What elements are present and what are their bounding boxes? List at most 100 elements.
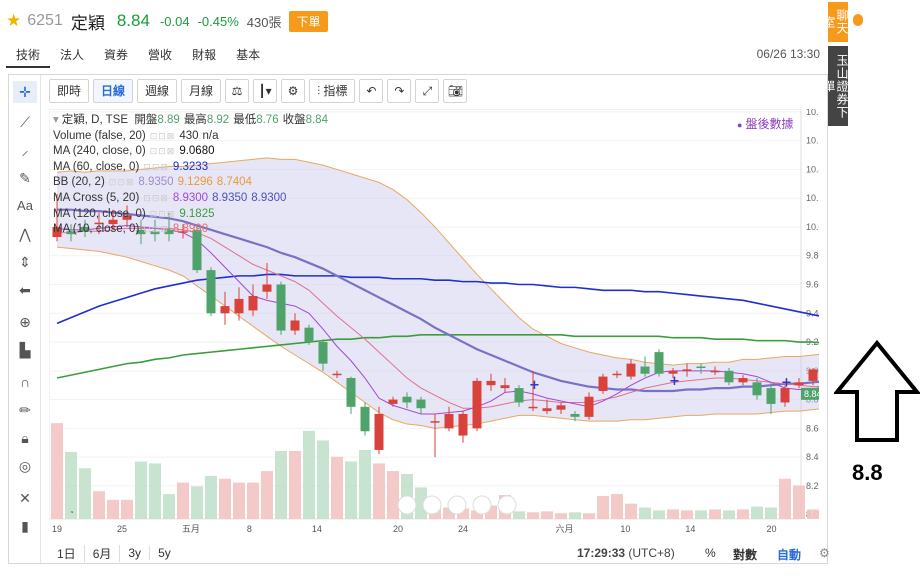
scroll-control-button[interactable] [422, 495, 442, 515]
ruler-icon[interactable]: ▙ [19, 342, 31, 358]
arrow-left-icon[interactable]: ⬅ [19, 282, 31, 298]
volume-bar [625, 503, 637, 519]
candle-body [500, 385, 510, 389]
volume-bar [317, 440, 329, 519]
volume-bar [135, 461, 147, 519]
volume-bar [541, 511, 553, 519]
x-tick-label: 8 [247, 524, 252, 534]
candle-body [276, 284, 286, 331]
log-toggle[interactable]: 對數 [733, 548, 758, 562]
volume-bar [471, 510, 483, 519]
candle-body [388, 399, 398, 404]
chart-toolbar: 即時 日線 週線 月線 ⚖ ┃▾ ⚙ ⫶ 指標 ↶ ↷ ⤢ 📷︎ [49, 79, 468, 105]
lock-draw-icon[interactable]: ✏ [19, 402, 31, 418]
candle-body [192, 229, 202, 271]
range-5y-button[interactable]: 5y [158, 546, 171, 560]
last-price-badge [801, 387, 819, 400]
zoom-icon[interactable]: ⊕ [19, 314, 31, 330]
compare-icon[interactable]: ⚖ [225, 79, 250, 103]
auto-toggle[interactable]: 自動 [777, 548, 802, 562]
candle-body [668, 370, 678, 374]
candle-body [122, 215, 132, 220]
stock-name: 定穎 [70, 13, 105, 33]
interval-realtime-button[interactable]: 即時 [49, 79, 90, 103]
undo-icon[interactable]: ↶ [359, 79, 384, 103]
pattern-icon[interactable]: ⋀ [19, 226, 31, 242]
indicator-button[interactable]: ⫶ 指標 [309, 79, 356, 103]
interval-monthly-button[interactable]: 月線 [181, 79, 222, 103]
candle-body [542, 408, 552, 412]
x-tick-label: 14 [685, 524, 695, 534]
candlestick-chart[interactable]: 10.8010.6010.4010.2010.009.809.609.409.2… [49, 109, 819, 539]
volume-bar [373, 463, 385, 519]
tab-institutional[interactable]: 法人 [60, 48, 85, 62]
candle-type-icon[interactable]: ┃▾ [253, 79, 278, 103]
candle-body [206, 270, 216, 314]
candle-body [766, 388, 776, 404]
redo-icon[interactable]: ↷ [387, 79, 412, 103]
interval-daily-button[interactable]: 日線 [93, 79, 134, 103]
tab-basics[interactable]: 基本 [236, 48, 261, 62]
candle-body [318, 342, 328, 364]
x-tick-label: 20 [393, 524, 403, 534]
settings-tools-icon[interactable]: ✕ [19, 490, 31, 506]
fullscreen-icon[interactable]: ⤢ [415, 79, 440, 103]
brush-icon[interactable]: ✎ [19, 170, 31, 186]
ma60-line [56, 273, 819, 325]
candle-body [374, 413, 384, 450]
range-3y-button[interactable]: 3y [120, 546, 151, 560]
measure-icon[interactable]: ⇕ [19, 254, 31, 270]
candle-body [780, 388, 790, 403]
candle-body [80, 226, 90, 232]
range-6m-button[interactable]: 6月 [85, 544, 121, 562]
candle-body [528, 406, 538, 409]
scroll-control-button[interactable] [497, 495, 517, 515]
volume-bar [359, 450, 371, 519]
candle-body [248, 296, 258, 311]
broker-order-tab[interactable]: 玉山證券下單 [822, 46, 849, 126]
volume-bar [191, 486, 203, 519]
x-tick-label: 24 [458, 524, 468, 534]
magnet-icon[interactable]: ∩ [19, 374, 31, 390]
order-button[interactable]: 下單 [289, 10, 328, 32]
trend-line-icon[interactable]: ⟋ [20, 114, 30, 130]
candle-body [332, 373, 342, 376]
tab-margin[interactable]: 資券 [104, 48, 129, 62]
tab-technical[interactable]: 技術 [6, 44, 51, 68]
tab-financials[interactable]: 財報 [192, 48, 217, 62]
lock-icon[interactable]: 🔒︎ [21, 430, 29, 446]
crosshair-icon[interactable]: ✛ [13, 81, 37, 103]
eye-icon[interactable]: ◎ [18, 458, 32, 474]
candle-body [290, 320, 300, 331]
y-tick-label: 10.80 [806, 109, 819, 117]
trash-icon[interactable]: ▮ [21, 518, 29, 534]
settings-icon[interactable]: ⚙ [819, 546, 830, 560]
scroll-control-button[interactable] [472, 495, 492, 515]
candle-body [136, 229, 146, 235]
y-tick-label: 10.20 [806, 193, 819, 203]
candle-body [262, 284, 272, 292]
fib-icon[interactable]: ⸝ [21, 142, 29, 158]
range-1d-button[interactable]: 1日 [49, 544, 85, 562]
favorite-star-icon[interactable]: ★ [6, 11, 22, 30]
volume-bar [527, 512, 539, 519]
gear-icon[interactable]: ⚙ [281, 79, 306, 103]
y-tick-label: 10.00 [806, 222, 819, 232]
candle-body [444, 413, 454, 429]
side-handle-icon[interactable] [853, 14, 863, 26]
scroll-control-button[interactable] [397, 495, 417, 515]
interval-weekly-button[interactable]: 週線 [137, 79, 178, 103]
candle-body [430, 421, 440, 423]
candle-body [626, 363, 636, 377]
volume-bar [681, 510, 693, 519]
percent-toggle[interactable]: % [705, 546, 716, 560]
candle-body [682, 369, 692, 371]
tab-revenue[interactable]: 營收 [148, 48, 173, 62]
text-tool-icon[interactable]: Aa [17, 198, 33, 213]
chat-room-tab[interactable]: 聊天室 [822, 2, 849, 42]
after-hours-data[interactable]: 盤後數據 [737, 115, 793, 132]
camera-icon[interactable]: 📷︎ [443, 79, 468, 103]
candle-body [178, 231, 188, 233]
scroll-control-button[interactable] [447, 495, 467, 515]
volume-bar [289, 450, 301, 519]
